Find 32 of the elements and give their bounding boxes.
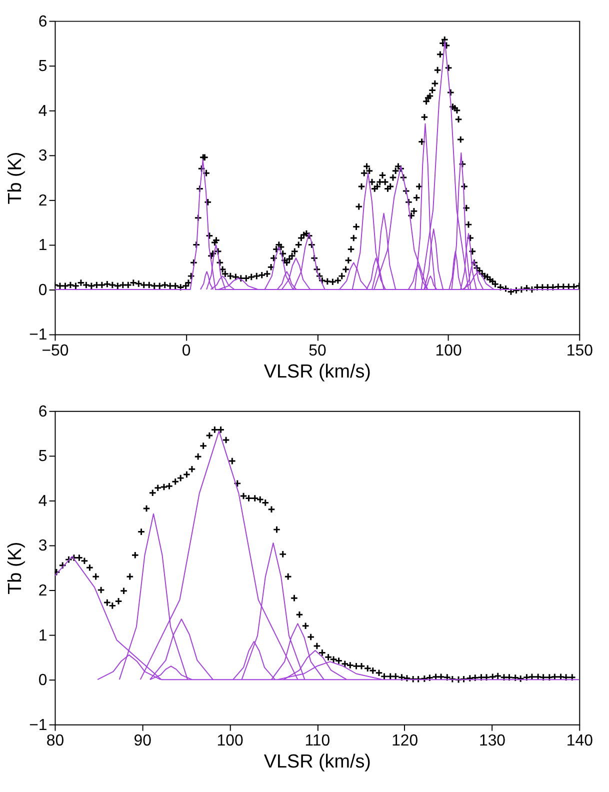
y-axis-title: Tb (K) [5,542,26,594]
x-tick-label: 50 [308,342,326,360]
x-tick-label: 0 [182,342,191,360]
y-tick-label: 2 [38,582,48,600]
y-tick-label: 0 [38,672,48,690]
y-tick-label: 4 [38,492,48,510]
x-tick-label: 100 [216,732,244,750]
y-tick-label: 6 [38,403,48,420]
x-tick-label: −50 [42,342,69,360]
y-tick-label: 6 [38,13,48,30]
y-tick-label: 4 [38,102,48,120]
y-tick-label: 2 [38,192,48,210]
x-axis-title: VLSR (km/s) [264,362,371,383]
y-tick-label: −1 [29,716,48,734]
x-tick-label: 100 [435,342,462,360]
x-tick-label: 150 [566,342,594,360]
x-tick-label: 120 [392,732,418,750]
y-tick-label: −1 [29,326,48,344]
y-tick-label: 5 [38,58,48,76]
x-tick-label: 110 [304,732,330,750]
y-tick-label: 3 [38,148,48,165]
x-axis-title: VLSR (km/s) [264,752,371,773]
y-tick-label: 3 [38,538,48,555]
y-tick-label: 1 [38,627,48,644]
y-axis-title: Tb (K) [5,152,26,204]
y-tick-label: 5 [38,448,48,466]
y-tick-label: 0 [38,282,48,299]
x-tick-label: 130 [478,732,506,750]
x-tick-label: 90 [134,732,152,750]
x-tick-label: 80 [46,732,64,750]
y-tick-label: 1 [38,237,48,254]
x-tick-label: 140 [566,732,594,750]
